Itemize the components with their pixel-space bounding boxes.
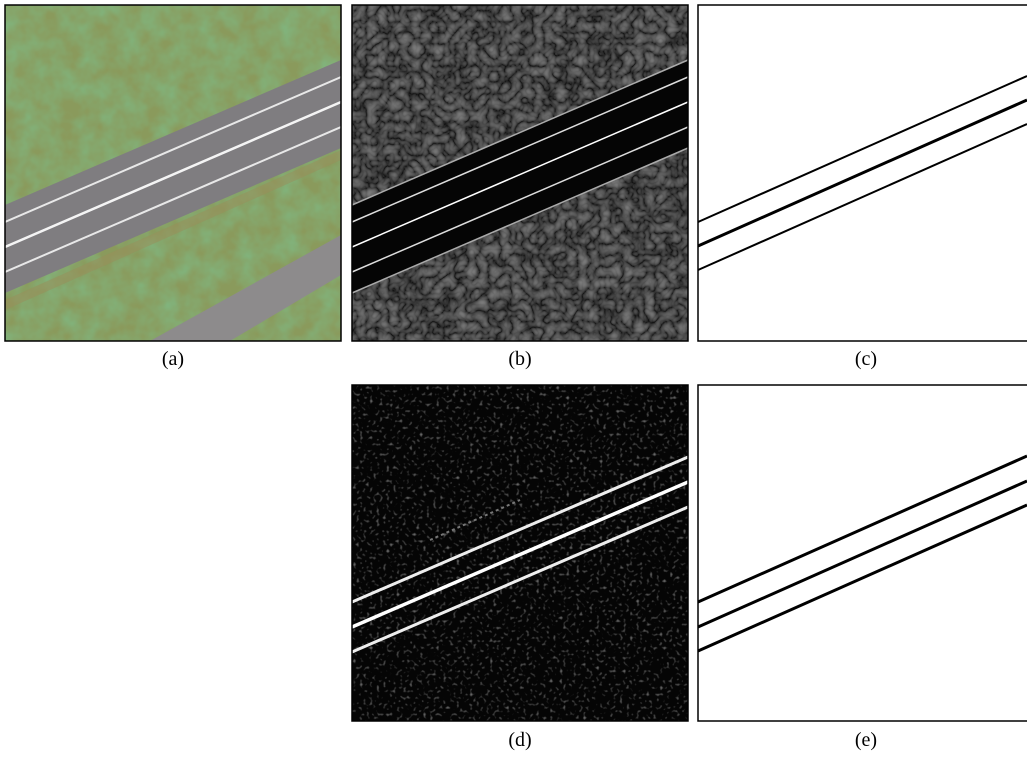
lines-panel [698,5,1027,341]
lines-panel [698,385,1027,721]
figure: (a) (b) (c) (d) (e) [0,0,1027,758]
edge-panel [352,5,688,341]
response-panel [352,385,688,721]
photo-panel [5,5,341,341]
caption: (e) [855,729,877,751]
caption: (d) [508,729,531,751]
caption: (c) [855,348,877,370]
caption: (b) [508,348,531,370]
caption: (a) [162,348,184,370]
